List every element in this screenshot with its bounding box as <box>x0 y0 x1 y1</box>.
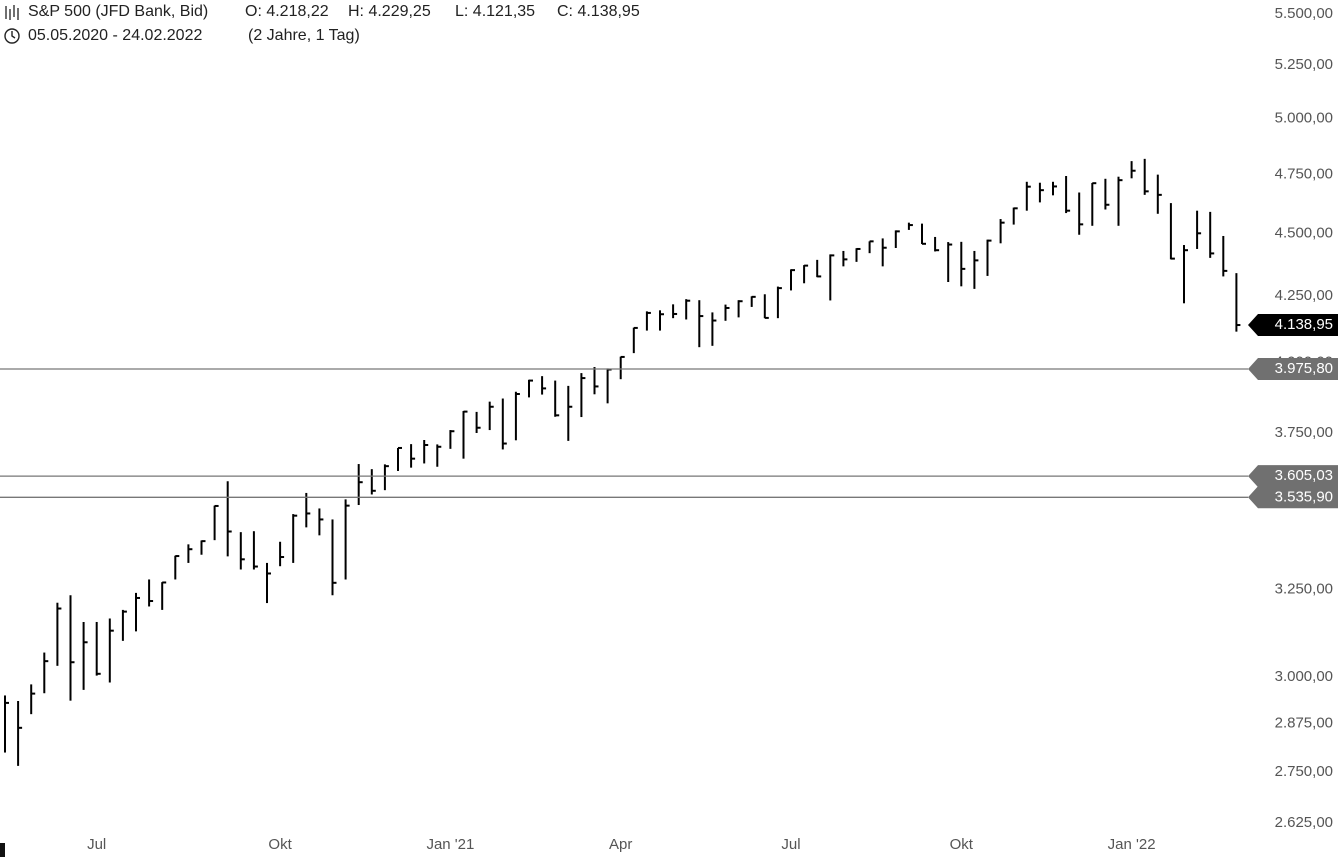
y-tick-label: 3.250,00 <box>1275 580 1333 597</box>
last-price-tag <box>1248 314 1338 337</box>
low-value: L: 4.121,35 <box>455 3 535 20</box>
x-tick-label: Jan '21 <box>426 836 474 853</box>
period-note: (2 Jahre, 1 Tag) <box>248 27 360 44</box>
instrument-title: S&P 500 (JFD Bank, Bid) <box>28 3 208 20</box>
period: 05.05.2020 - 24.02.2022 <box>28 27 202 44</box>
level-label: 3.605,03 <box>1275 467 1333 484</box>
y-tick-label: 3.750,00 <box>1275 424 1333 441</box>
last-price-label: 4.138,95 <box>1275 316 1333 333</box>
x-tick-label: Jan '22 <box>1108 836 1156 853</box>
y-tick-label: 2.750,00 <box>1275 763 1333 780</box>
y-tick-label: 2.625,00 <box>1275 814 1333 831</box>
x-tick-label: Okt <box>268 836 292 853</box>
y-tick-label: 5.000,00 <box>1275 109 1333 126</box>
clock-icon <box>4 28 20 44</box>
y-tick-label: 5.500,00 <box>1275 5 1333 22</box>
level-label: 3.975,80 <box>1275 360 1333 377</box>
level-label: 3.535,90 <box>1275 488 1333 505</box>
x-tick-label: Jul <box>781 836 800 853</box>
y-tick-label: 5.250,00 <box>1275 56 1333 73</box>
y-tick-label: 4.750,00 <box>1275 165 1333 182</box>
y-tick-label: 2.875,00 <box>1275 715 1333 732</box>
level-tag <box>1248 465 1338 488</box>
level-tag <box>1248 486 1338 509</box>
x-tick-label: Jul <box>87 836 106 853</box>
bars-icon <box>5 5 19 20</box>
x-tick-label: Apr <box>609 836 632 853</box>
high-value: H: 4.229,25 <box>348 3 431 20</box>
open-value: O: 4.218,22 <box>245 3 329 20</box>
y-tick-label: 3.000,00 <box>1275 668 1333 685</box>
x-tick-label: Okt <box>950 836 974 853</box>
y-tick-label: 4.500,00 <box>1275 225 1333 242</box>
level-tag <box>1248 358 1338 381</box>
close-value: C: 4.138,95 <box>557 3 640 20</box>
y-tick-label: 4.250,00 <box>1275 287 1333 304</box>
corner-marker <box>0 843 5 857</box>
